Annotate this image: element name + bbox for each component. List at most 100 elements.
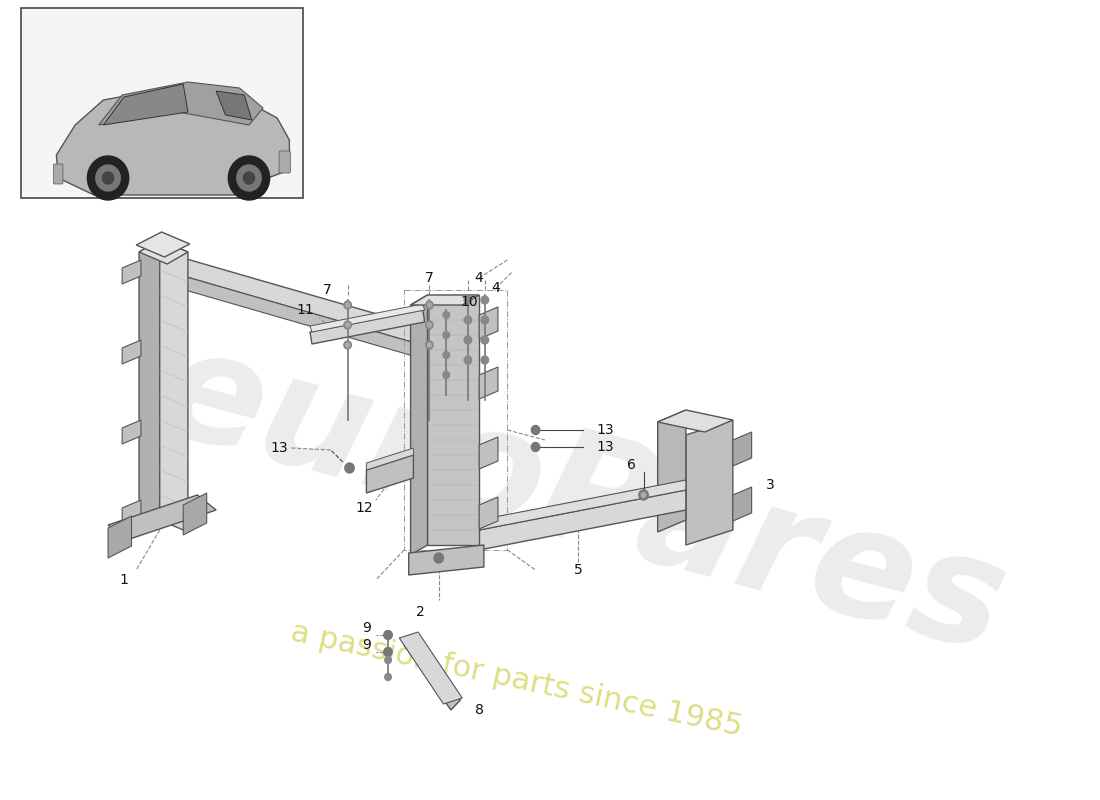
Circle shape (344, 463, 354, 473)
Polygon shape (122, 260, 141, 284)
Text: 9: 9 (362, 621, 371, 635)
Polygon shape (122, 420, 141, 444)
Circle shape (344, 301, 351, 309)
Text: 9: 9 (362, 638, 371, 652)
Polygon shape (733, 487, 751, 521)
Text: 4: 4 (475, 271, 484, 285)
Text: 4: 4 (492, 281, 500, 295)
Polygon shape (366, 448, 414, 470)
Circle shape (443, 371, 450, 378)
Text: euroPares: euroPares (144, 316, 1021, 684)
Polygon shape (409, 545, 484, 575)
Circle shape (236, 165, 261, 191)
Polygon shape (136, 232, 190, 257)
Circle shape (385, 674, 392, 681)
Circle shape (428, 323, 431, 327)
Circle shape (443, 331, 450, 338)
Circle shape (464, 296, 472, 304)
Circle shape (345, 323, 350, 327)
Polygon shape (410, 295, 480, 305)
Circle shape (481, 336, 488, 344)
Polygon shape (480, 490, 686, 550)
Text: 10: 10 (461, 295, 478, 309)
Polygon shape (184, 493, 207, 535)
Polygon shape (122, 500, 141, 524)
Polygon shape (160, 240, 188, 532)
Circle shape (464, 336, 472, 344)
Polygon shape (658, 410, 733, 432)
Text: 12: 12 (355, 501, 373, 515)
Polygon shape (404, 635, 461, 710)
Text: 13: 13 (596, 440, 614, 454)
Polygon shape (410, 295, 428, 555)
Polygon shape (310, 304, 425, 332)
Circle shape (464, 356, 472, 364)
Circle shape (428, 343, 431, 347)
Text: 1: 1 (120, 573, 129, 587)
Polygon shape (103, 84, 188, 125)
Circle shape (434, 553, 443, 563)
FancyBboxPatch shape (21, 8, 302, 198)
Circle shape (481, 296, 488, 304)
Circle shape (443, 351, 450, 358)
Circle shape (243, 172, 254, 184)
Polygon shape (658, 410, 686, 532)
Polygon shape (184, 258, 432, 348)
Polygon shape (480, 367, 498, 399)
Polygon shape (56, 88, 289, 195)
Polygon shape (686, 420, 733, 545)
Polygon shape (480, 480, 686, 530)
Circle shape (426, 321, 433, 329)
Circle shape (229, 156, 270, 200)
Text: a passion for parts since 1985: a passion for parts since 1985 (288, 618, 746, 742)
Text: 5: 5 (573, 563, 582, 577)
Polygon shape (366, 455, 414, 493)
Circle shape (345, 303, 350, 307)
Circle shape (87, 156, 129, 200)
Polygon shape (139, 240, 188, 264)
Text: 7: 7 (322, 283, 331, 297)
Circle shape (344, 321, 351, 329)
Polygon shape (480, 437, 498, 469)
Text: 11: 11 (297, 303, 315, 317)
Circle shape (428, 303, 431, 307)
Text: 2: 2 (416, 605, 425, 619)
Circle shape (639, 490, 648, 500)
Polygon shape (428, 295, 480, 545)
Circle shape (102, 172, 113, 184)
Circle shape (464, 316, 472, 324)
Text: 6: 6 (627, 458, 636, 472)
Polygon shape (216, 91, 252, 120)
Polygon shape (122, 340, 141, 364)
Polygon shape (310, 310, 425, 344)
FancyBboxPatch shape (279, 151, 290, 173)
Polygon shape (480, 497, 498, 529)
Circle shape (443, 311, 450, 318)
Circle shape (481, 316, 488, 324)
Circle shape (641, 493, 646, 498)
Polygon shape (139, 240, 159, 532)
Text: 7: 7 (425, 271, 433, 285)
Circle shape (426, 341, 433, 349)
Circle shape (96, 165, 120, 191)
Polygon shape (108, 516, 132, 558)
Circle shape (385, 657, 392, 663)
Text: 8: 8 (475, 703, 484, 717)
Circle shape (344, 341, 351, 349)
Circle shape (384, 630, 393, 639)
Text: 13: 13 (596, 423, 614, 437)
Text: 3: 3 (766, 478, 774, 492)
Polygon shape (480, 307, 498, 339)
Polygon shape (108, 495, 216, 540)
Circle shape (426, 301, 433, 309)
Polygon shape (399, 632, 462, 704)
Circle shape (531, 426, 540, 434)
Circle shape (481, 356, 488, 364)
Circle shape (384, 647, 393, 657)
Polygon shape (99, 82, 263, 125)
FancyBboxPatch shape (54, 164, 63, 184)
Polygon shape (733, 432, 751, 466)
Text: 13: 13 (271, 441, 288, 455)
Circle shape (531, 442, 540, 451)
Polygon shape (184, 276, 434, 362)
